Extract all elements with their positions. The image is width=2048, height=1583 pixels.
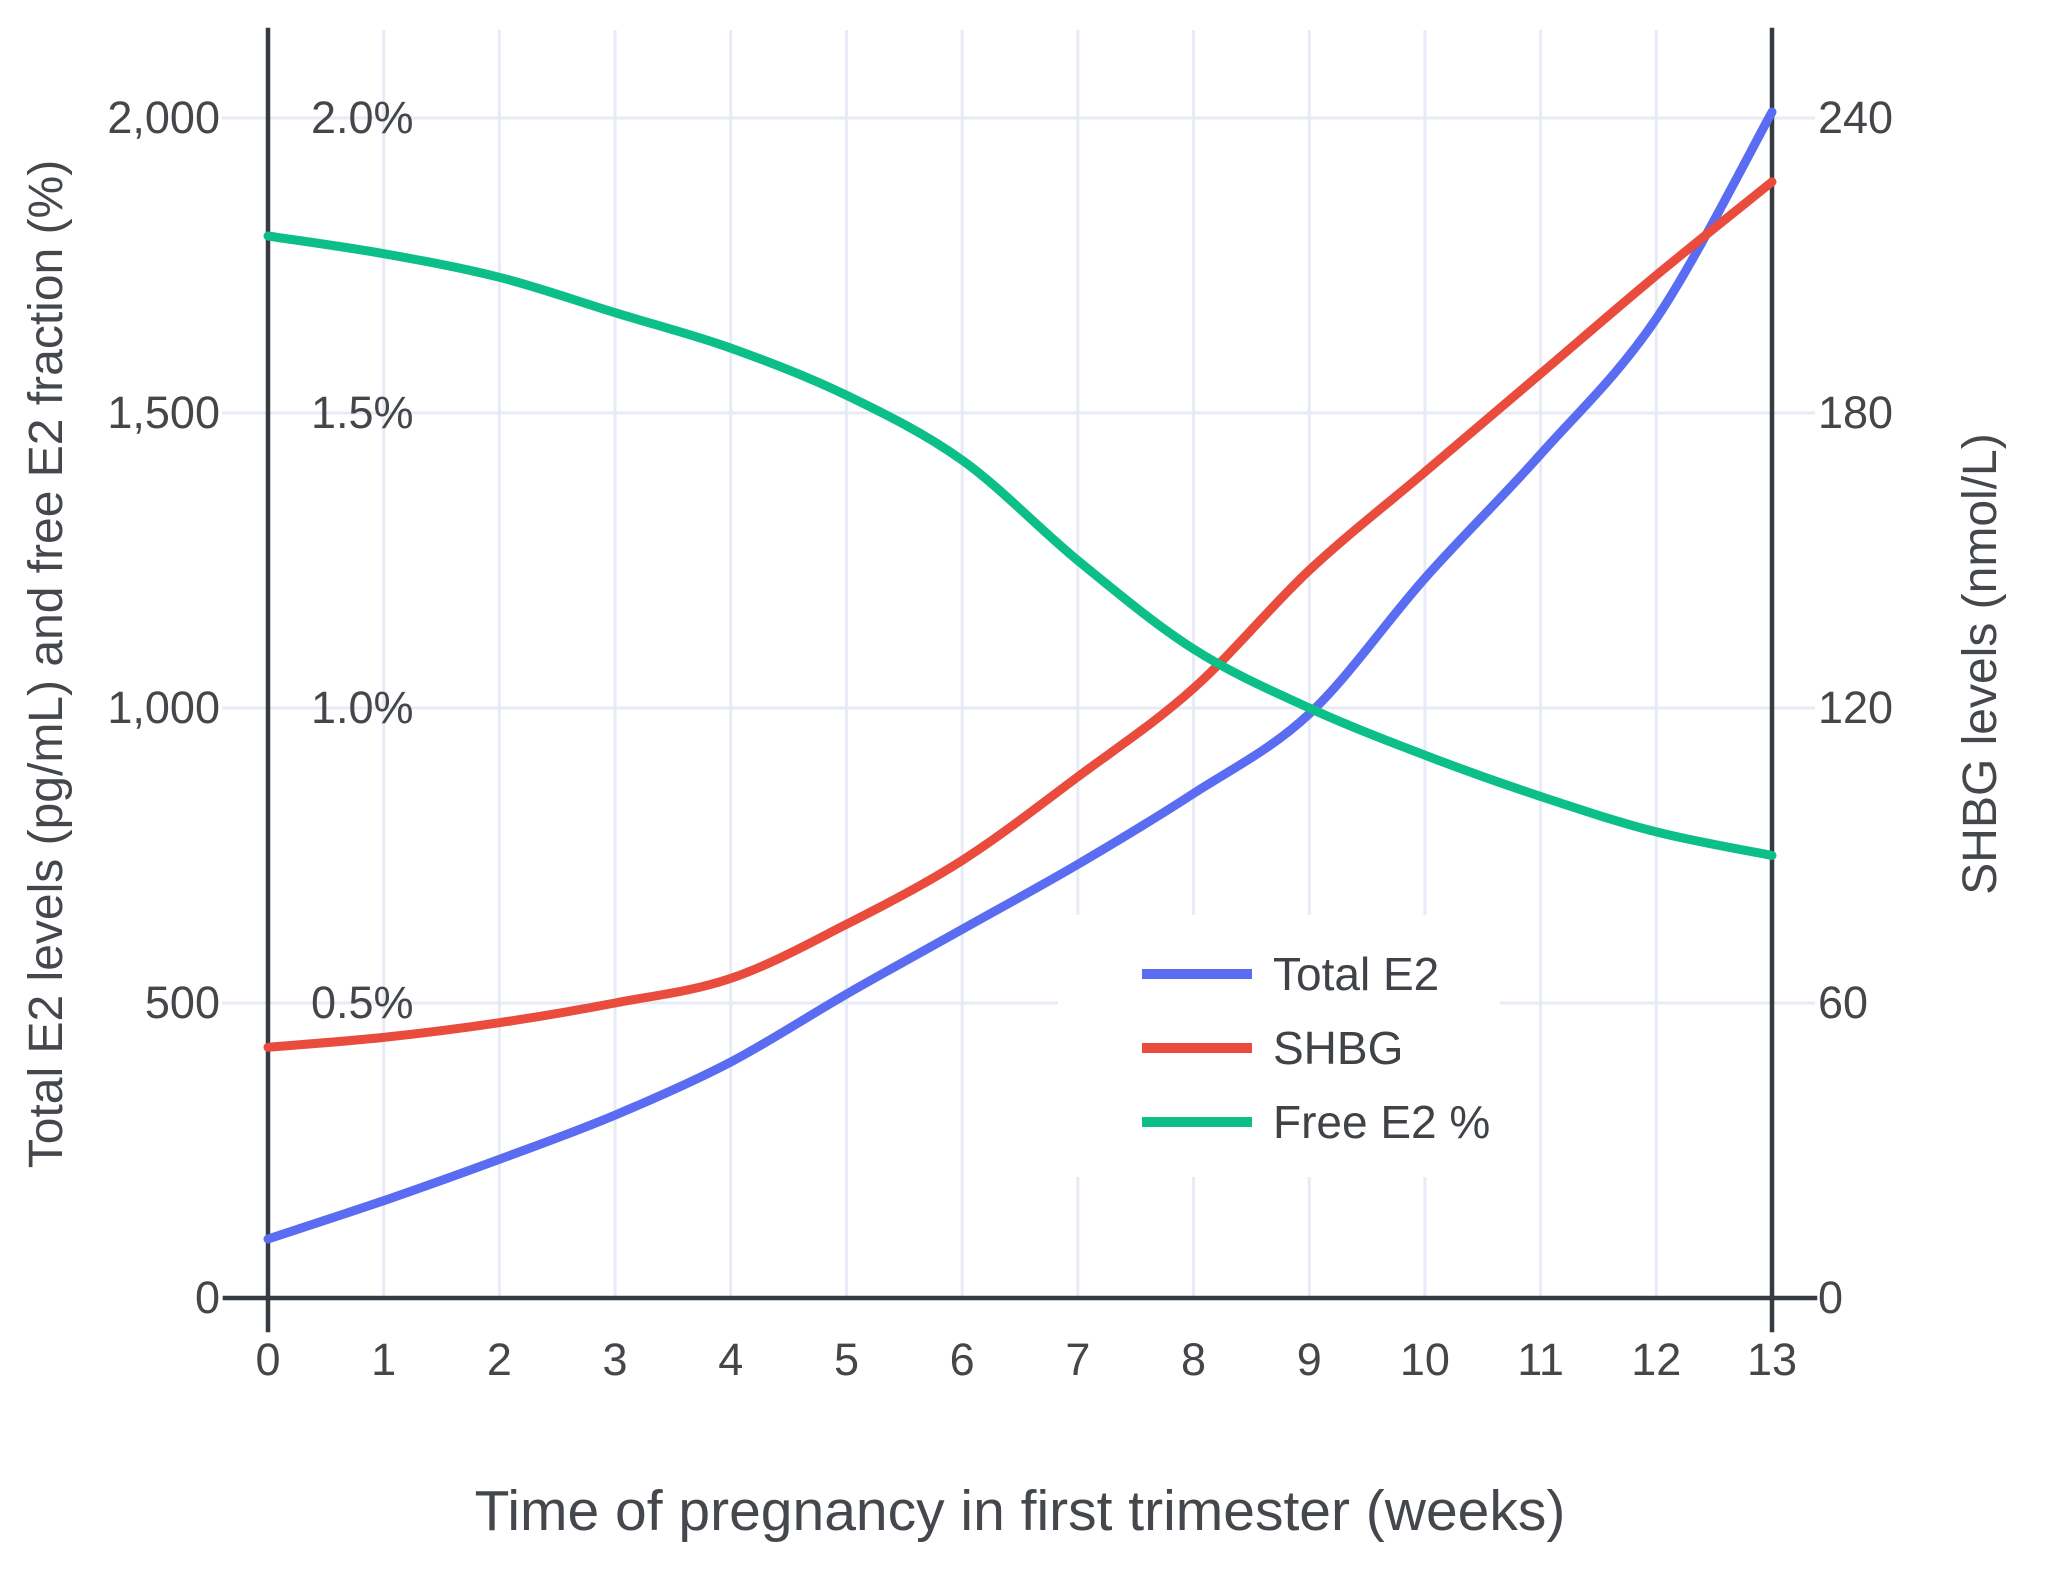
series-line-shbg xyxy=(263,177,1777,1052)
pct-annotation-1.5%: 1.5% xyxy=(311,387,414,438)
legend-background xyxy=(1058,915,1500,1177)
x-tick-5: 5 xyxy=(834,1334,859,1385)
y-left-tick-500: 500 xyxy=(145,977,220,1028)
x-tick-0: 0 xyxy=(255,1334,280,1385)
legend-item-free-e2-[interactable]: Free E2 % xyxy=(1142,1096,1490,1148)
x-tick-8: 8 xyxy=(1181,1334,1206,1385)
legend-label-3: Free E2 % xyxy=(1273,1096,1490,1148)
x-tick-4: 4 xyxy=(718,1334,743,1385)
x-tick-3: 3 xyxy=(603,1334,628,1385)
x-tick-7: 7 xyxy=(1065,1334,1090,1385)
x-tick-11: 11 xyxy=(1517,1334,1564,1385)
pct-annotation-0.5%: 0.5% xyxy=(311,977,414,1028)
legend-label-2: SHBG xyxy=(1273,1022,1403,1074)
x-tick-12: 12 xyxy=(1631,1334,1681,1385)
legend-label-1: Total E2 xyxy=(1273,948,1439,1000)
legend: Total E2 SHBG Free E2 % xyxy=(1058,915,1500,1177)
y-left-tick-1,500: 1,500 xyxy=(107,387,220,438)
y-right-tick-120: 120 xyxy=(1818,682,1893,733)
y-right-tick-180: 180 xyxy=(1818,387,1893,438)
x-axis-title: Time of pregnancy in first trimester (we… xyxy=(475,1479,1566,1543)
x-tick-2: 2 xyxy=(487,1334,512,1385)
pct-annotation-1.0%: 1.0% xyxy=(311,682,414,733)
y-right-tick-240: 240 xyxy=(1818,92,1893,143)
y-axis-right-title: SHBG levels (nmol/L) xyxy=(1954,433,2007,894)
x-tick-13: 13 xyxy=(1747,1334,1797,1385)
y-left-tick-1,000: 1,000 xyxy=(107,682,220,733)
gridlines xyxy=(222,30,1815,1300)
x-tick-10: 10 xyxy=(1400,1334,1450,1385)
x-tick-9: 9 xyxy=(1297,1334,1322,1385)
y-axis-left-title: Total E2 levels (pg/mL) and free E2 frac… xyxy=(20,160,73,1168)
x-tick-6: 6 xyxy=(950,1334,975,1385)
pct-annotation-2.0%: 2.0% xyxy=(311,92,414,143)
x-tick-1: 1 xyxy=(371,1334,396,1385)
series-line-free-e2- xyxy=(263,231,1777,860)
axes xyxy=(222,27,1818,1333)
legend-item-shbg[interactable]: SHBG xyxy=(1142,1022,1403,1074)
y-right-tick-0: 0 xyxy=(1818,1272,1843,1323)
series-line-total-e2 xyxy=(263,107,1777,1244)
y-left-tick-2,000: 2,000 xyxy=(107,92,220,143)
legend-item-total-e2[interactable]: Total E2 xyxy=(1142,948,1439,1000)
y-left-tick-0: 0 xyxy=(195,1272,220,1323)
y-right-tick-60: 60 xyxy=(1818,977,1868,1028)
